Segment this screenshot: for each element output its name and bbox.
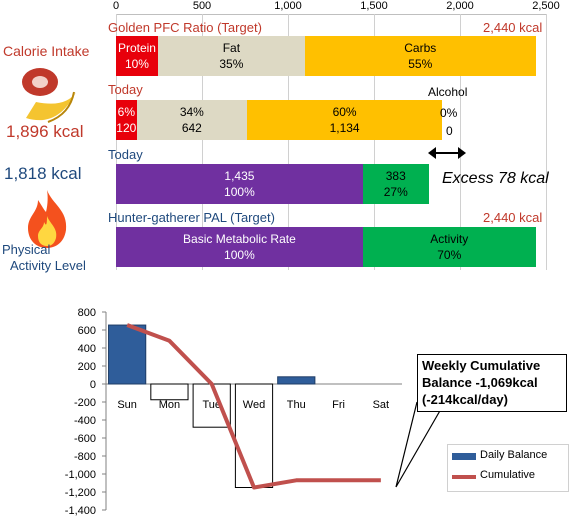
weekly-y-tick-label: -200 <box>74 397 96 409</box>
annotation-line-1: Weekly Cumulative <box>422 358 541 373</box>
top-axis-gridline <box>202 14 203 270</box>
top-axis-tick: 500 <box>192 0 212 12</box>
bar-segment-label: 27% <box>383 185 408 199</box>
excess-label: Excess 78 kcal <box>442 170 549 187</box>
alcohol-label: Alcohol <box>428 85 468 99</box>
daily-balance-bar <box>277 376 316 385</box>
excess-arrow-icon <box>428 147 466 159</box>
bar-pfc-segment-0: Protein 10% <box>116 36 158 76</box>
daily-balance-bar <box>108 324 147 385</box>
legend-label-cumulative: Cumulative <box>480 469 536 481</box>
alcohol-pct: 0% <box>440 106 458 120</box>
alcohol-kcal: 0 <box>446 124 453 138</box>
bar-segment-label: Fat <box>222 41 241 55</box>
calorie-intake-value: 1,896 kcal <box>6 122 84 141</box>
bar-today-segment-0: 6% 120 <box>116 100 137 140</box>
physical-activity-label-2: Activity Level <box>10 258 86 273</box>
bar-exp-segment-0: 1,435 100% <box>116 164 363 204</box>
top-axis-line <box>116 14 546 15</box>
weekly-y-tick-label: 200 <box>78 361 96 373</box>
weekly-annotation-box: Weekly Cumulative Balance -1,069kcal (-2… <box>417 354 567 412</box>
top-axis-gridline <box>288 14 289 270</box>
bar-segment-label: 6% <box>117 105 135 119</box>
weekly-y-tick-label: 400 <box>78 343 96 355</box>
weekly-category-label: Wed <box>243 399 265 411</box>
legend-swatch-line <box>452 475 476 479</box>
bar-pal-segment-1: Activity 70% <box>362 227 536 267</box>
top-axis-tick: 1,500 <box>360 0 388 12</box>
weekly-category-label: Mon <box>159 399 180 411</box>
top-axis-tick: 2,000 <box>446 0 474 12</box>
annotation-line-2: Balance -1,069kcal <box>422 375 538 390</box>
bar-segment-label: Activity <box>430 232 469 246</box>
top-axis-gridline <box>374 14 375 270</box>
bar-pal-segment-0: Basic Metabolic Rate 100% <box>116 227 363 267</box>
calorie-bar-chart: 0 500 1,000 1,500 2,000 2,500 Golden PFC Rati… <box>108 0 560 270</box>
weekly-category-label: Fri <box>332 399 345 411</box>
pal-target-title: Hunter-gatherer PAL (Target) <box>108 210 275 225</box>
weekly-y-tick-label: -1,400 <box>65 505 96 517</box>
bar-segment-label: 383 <box>385 169 406 183</box>
bar-segment-label: 1,134 <box>329 121 360 135</box>
flame-icon <box>28 190 67 248</box>
weekly-y-tick-label: -800 <box>74 451 96 463</box>
pal-target-total: 2,440 kcal <box>483 210 543 225</box>
today-expenditure-title: Today <box>108 147 143 162</box>
bar-exp-segment-1: 383 27% <box>362 164 429 204</box>
weekly-category-label: Tue <box>202 399 221 411</box>
bar-segment-label: 120 <box>116 121 137 135</box>
annotation-line-3: (-214kcal/day) <box>422 392 508 407</box>
expenditure-value: 1,818 kcal <box>4 164 82 183</box>
legend-swatch-bar <box>452 453 476 460</box>
weekly-legend: Daily Balance Cumulative <box>447 444 569 492</box>
bar-segment-label: 100% <box>224 248 255 262</box>
top-axis-tick: 1,000 <box>274 0 302 12</box>
bar-segment-label: 1,435 <box>224 169 255 183</box>
bar-segment-label: 70% <box>437 248 462 262</box>
top-axis-gridline <box>546 14 547 270</box>
annotation-pointer <box>395 401 446 488</box>
legend-label-daily: Daily Balance <box>480 449 548 461</box>
bar-segment-label: 55% <box>408 57 433 71</box>
weekly-y-tick-label: -1,000 <box>65 469 96 481</box>
weekly-y-tick-label: 600 <box>78 325 96 337</box>
weekly-category-label: Sun <box>117 399 137 411</box>
bar-segment-label: 60% <box>332 105 357 119</box>
bar-today-segment-2: 60% 1,134 <box>247 100 443 140</box>
weekly-y-tick-label: -400 <box>74 415 96 427</box>
food-icon <box>22 68 76 123</box>
daily-balance-bar <box>234 383 274 488</box>
top-axis-gridline <box>460 14 461 270</box>
bar-segment-label: Carbs <box>404 41 437 55</box>
weekly-category-label: Thu <box>287 399 306 411</box>
bar-segment-label: 34% <box>179 105 204 119</box>
pfc-target-total: 2,440 kcal <box>483 20 543 35</box>
cumulative-line <box>126 323 381 490</box>
weekly-y-tick-label: -600 <box>74 433 96 445</box>
bar-pfc-segment-1: Fat 35% <box>157 36 305 76</box>
weekly-y-tick-label: 0 <box>90 379 96 391</box>
bar-segment-label: 642 <box>181 121 202 135</box>
daily-balance-bar <box>150 383 189 401</box>
calorie-intake-label: Calorie Intake <box>3 43 90 59</box>
bar-today-segment-1: 34% 642 <box>136 100 248 140</box>
bar-pfc-segment-2: Carbs 55% <box>304 36 536 76</box>
weekly-y-tick-label: 800 <box>78 307 96 319</box>
bar-segment-label: 10% <box>124 57 149 71</box>
physical-activity-label-1: Physical <box>2 242 51 257</box>
pfc-target-title: Golden PFC Ratio (Target) <box>108 20 262 35</box>
daily-balance-bar <box>192 383 231 428</box>
bar-segment-label: Protein <box>117 41 156 55</box>
bar-segment-label: Basic Metabolic Rate <box>183 232 296 246</box>
bar-segment-label: 35% <box>219 57 244 71</box>
bar-segment-label: 100% <box>224 185 255 199</box>
top-axis-tick: 2,500 <box>532 0 560 12</box>
top-axis-tick: 0 <box>112 0 120 12</box>
weekly-y-tick-label: -1,200 <box>65 487 96 499</box>
weekly-category-label: Sat <box>373 399 390 411</box>
weekly-balance-chart: 800 600 400 200 0 -200 -400 -600 -800 -1,000 -1,20… <box>65 307 446 517</box>
today-intake-title: Today <box>108 82 143 97</box>
top-axis-gridline <box>116 14 117 270</box>
